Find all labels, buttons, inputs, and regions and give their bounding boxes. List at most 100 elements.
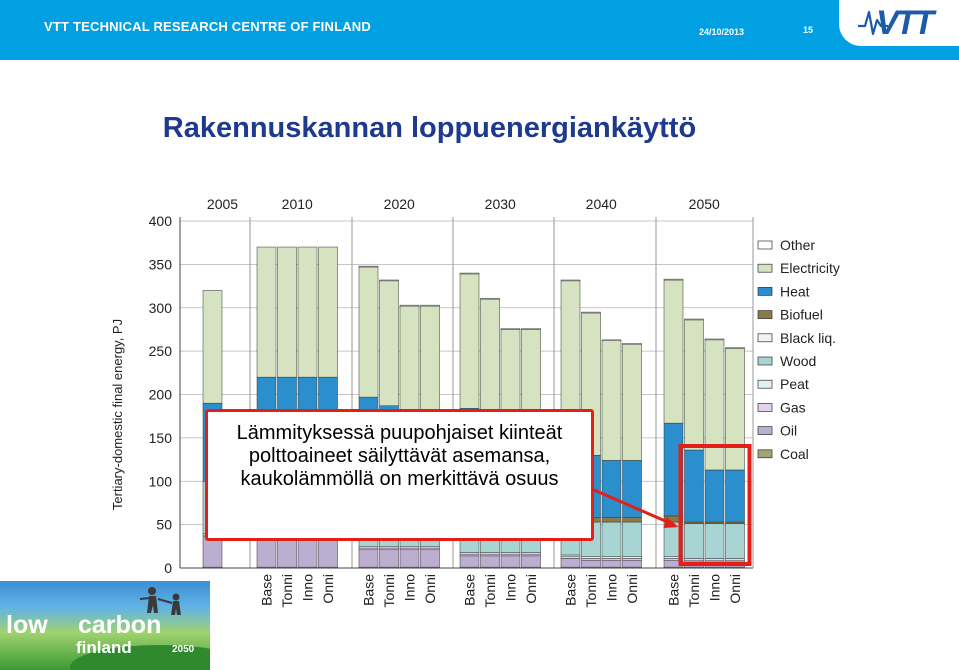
legend-swatch [757, 379, 773, 389]
callout-arrow [593, 488, 676, 527]
x-tick-label: Inno [604, 574, 620, 601]
x-tick-label: Base [666, 574, 682, 606]
logo-text: VTT [876, 4, 934, 42]
logo-wave-icon [858, 10, 888, 36]
bar-segment [318, 536, 338, 568]
page-number: 15 [803, 25, 814, 35]
bar-segment [704, 469, 725, 523]
bar-segment [358, 547, 379, 551]
y-tick-label: 200 [149, 387, 173, 403]
x-tick-label: Base [361, 574, 377, 606]
x-tick-label: Base [563, 574, 579, 606]
bar-segment [420, 547, 440, 551]
x-tick-label: Tonni [686, 574, 702, 607]
legend-swatch [757, 403, 773, 412]
bar-segment [725, 347, 745, 349]
bar-segment [399, 549, 420, 568]
bar-segment [521, 328, 541, 330]
bar-segment [725, 348, 745, 471]
legend-swatch [757, 263, 773, 273]
bar-segment [420, 304, 440, 307]
slide-date: 24/10/2013 [699, 27, 745, 37]
logo-word-finland: finland [76, 638, 132, 657]
bar-segment [459, 272, 480, 275]
bar-segment [684, 558, 704, 561]
bar-segment [480, 298, 500, 421]
bar-segment [318, 246, 338, 378]
bar-segment [725, 469, 745, 523]
x-tick-label: Inno [402, 574, 418, 601]
legend-swatch [757, 449, 773, 459]
bar-segment [256, 246, 277, 378]
bar-segment [521, 553, 541, 557]
y-tick-label: 400 [149, 213, 173, 229]
callout-box: Lämmityksessä puupohjaiset kiinteät polt… [205, 409, 594, 541]
group-label: 2050 [689, 196, 720, 212]
bar-segment [358, 266, 379, 398]
bar-segment [379, 547, 399, 551]
bar-segment [622, 556, 642, 559]
bar-segment [202, 290, 223, 404]
bar-segment [622, 517, 642, 523]
x-tick-label: Tonni [279, 574, 295, 607]
legend-label: Other [780, 237, 815, 253]
bar-segment [601, 460, 622, 518]
group-label: 2040 [586, 196, 617, 212]
x-tick-label: Tonni [381, 574, 397, 607]
bar-segment [358, 549, 379, 568]
legend-swatch [757, 240, 773, 250]
bar-segment [725, 558, 745, 561]
bar-segment [379, 549, 399, 568]
x-tick-label: Onni [422, 574, 438, 604]
y-tick-label: 50 [156, 517, 172, 533]
bar-segment [277, 536, 297, 568]
bar-segment [500, 553, 521, 557]
y-tick-label: 300 [149, 300, 173, 316]
x-tick-label: Inno [707, 574, 723, 601]
bar-segment [399, 547, 420, 551]
bar-segment [420, 305, 440, 413]
x-tick-label: Onni [624, 574, 640, 604]
bar-segment [684, 318, 704, 321]
organization-name: VTT TECHNICAL RESEARCH CENTRE OF FINLAND [44, 19, 371, 34]
x-tick-label: Onni [727, 574, 743, 604]
bar-segment [480, 555, 500, 568]
bar-segment [622, 343, 642, 345]
logo-year: 2050 [172, 644, 195, 655]
bar-segment [202, 536, 223, 568]
legend-label: Coal [780, 446, 809, 462]
slide-title: Rakennuskannan loppuenergiankäyttö [162, 112, 697, 144]
x-tick-label: Base [462, 574, 478, 606]
bar-segment [622, 343, 642, 461]
bar-segment [725, 521, 745, 525]
legend-label: Black liq. [780, 330, 836, 346]
bar-segment [420, 549, 440, 568]
x-tick-label: Onni [320, 574, 336, 604]
bar-segment [581, 559, 601, 568]
bar-segment [601, 559, 622, 568]
y-tick-label: 250 [149, 343, 173, 359]
bar-segment [500, 555, 521, 568]
bar-segment [560, 556, 581, 559]
bar-segment [581, 558, 601, 561]
group-label: 2030 [485, 196, 516, 212]
legend-swatch [757, 426, 773, 435]
y-tick-label: 350 [149, 256, 173, 272]
x-tick-label: Inno [300, 574, 316, 601]
bar-segment [684, 319, 704, 451]
y-axis-title: Tertiary-domestic final energy, PJ [110, 319, 125, 510]
bar-segment [399, 304, 420, 307]
legend-label: Gas [780, 399, 806, 415]
legend-label: Biofuel [780, 307, 823, 323]
bar-segment [684, 523, 704, 559]
legend-label: Peat [780, 376, 809, 392]
callout-text: Lämmityksessä puupohjaiset kiinteät polt… [236, 422, 563, 490]
bar-segment [622, 559, 642, 568]
bar-segment [581, 556, 601, 559]
bar-segment [704, 558, 725, 561]
bar-segment [622, 558, 642, 561]
bar-segment [379, 546, 399, 549]
x-tick-label: Tonni [482, 574, 498, 607]
bar-segment [663, 279, 684, 424]
